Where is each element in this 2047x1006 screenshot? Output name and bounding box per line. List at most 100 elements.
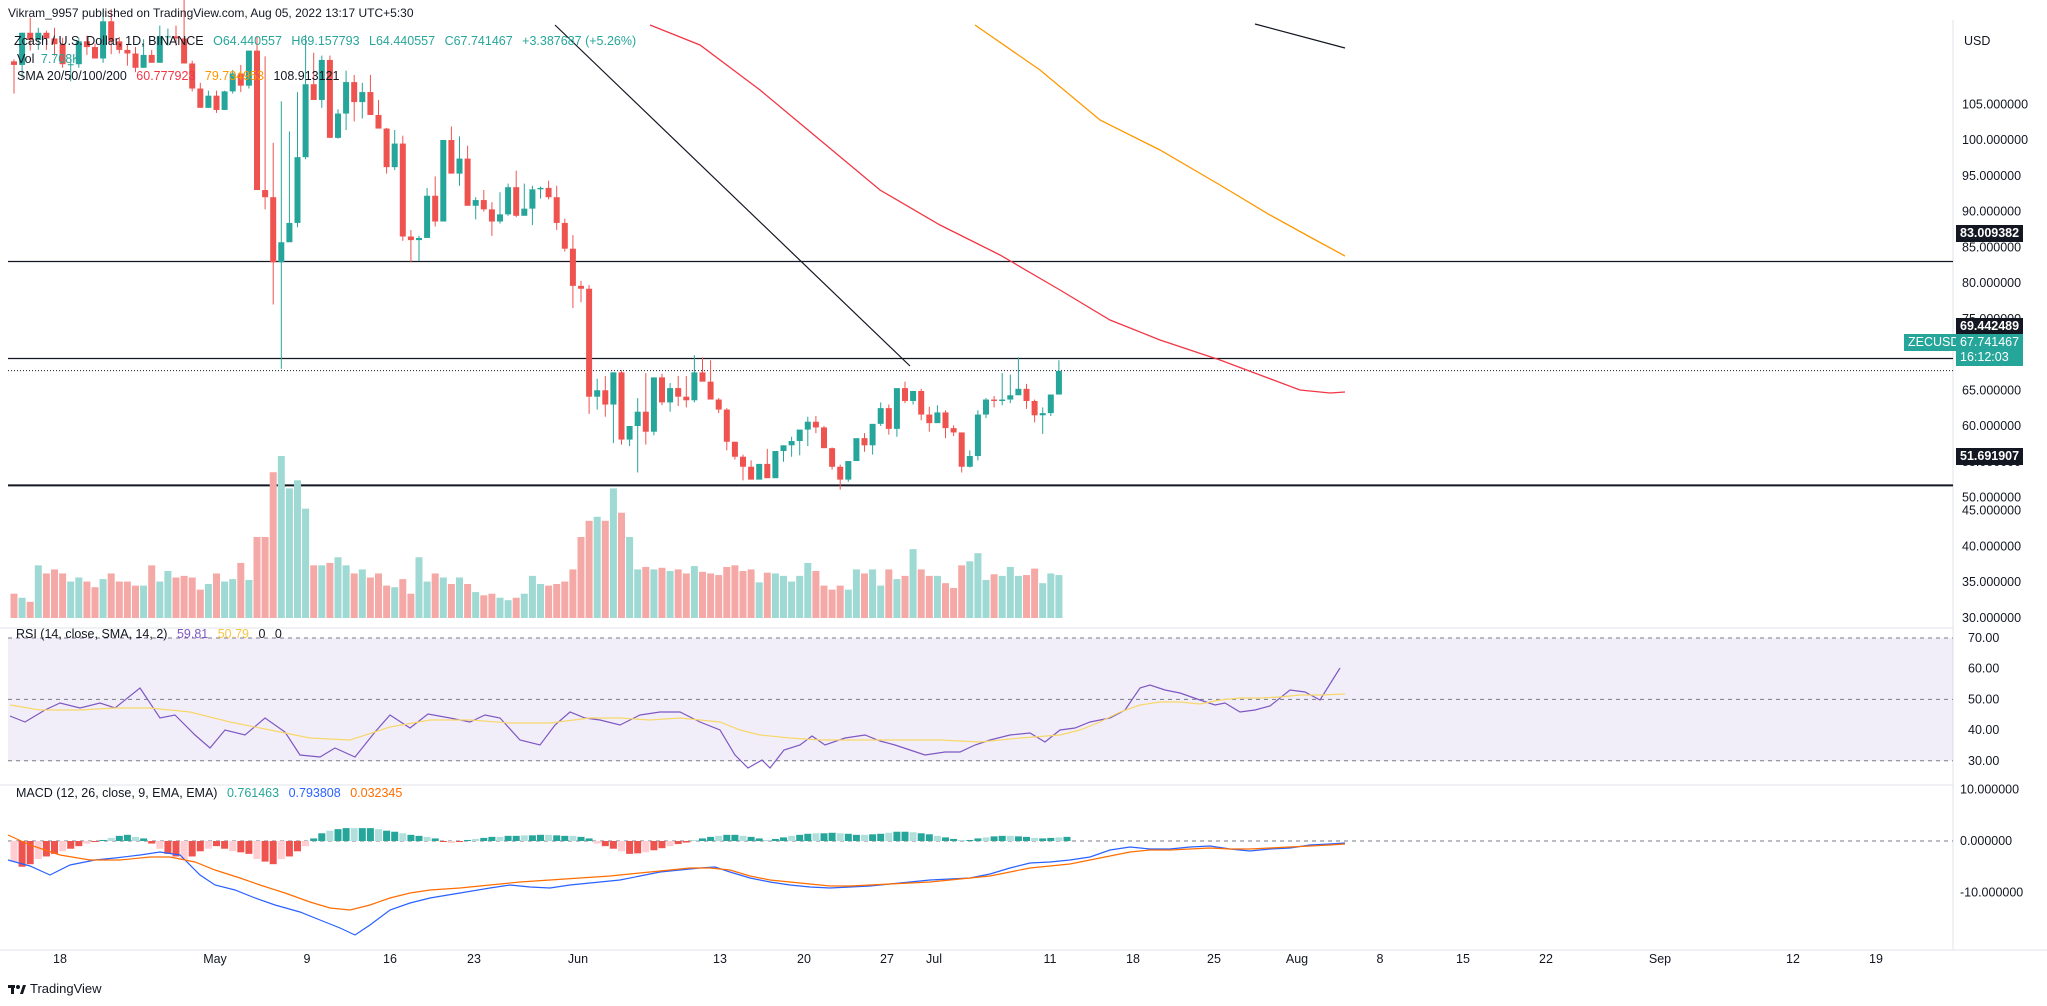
volume-bar [585,520,593,618]
macd-histogram-bar [982,837,990,841]
volume-bar [399,579,407,618]
macd-histogram-bar [350,828,358,841]
macd-histogram-bar [1047,837,1055,841]
macd-histogram-bar [958,839,966,841]
volume-bar [269,472,277,618]
candle-body [521,208,528,216]
volume-bar [415,557,423,618]
last-price-pill[interactable]: 67.741467 16:12:03 [1956,334,2024,366]
trend-line-top [1254,23,1346,49]
candle-body [788,441,795,446]
macd-histogram-bar [75,841,83,847]
price-tick-label: 90.000000 [1962,205,2021,219]
sma-legend[interactable]: SMA 20/50/100/200 60.777923 79.734953 10… [17,69,346,83]
rsi-label: RSI (14, close, SMA, 14, 2) [16,627,168,641]
candle-body [974,414,981,457]
volume-bar [383,585,391,618]
macd-histogram-bar [99,839,107,841]
macd-histogram-bar [812,833,820,841]
rsi-tick-label: 30.00 [1968,754,1999,768]
candle-body [286,222,293,243]
volume-bar [423,581,431,618]
candle-body [83,41,90,48]
date-tick-label: 19 [1869,952,1883,966]
candle-body [861,438,868,446]
volume-legend[interactable]: Vol 7.708K [17,52,87,66]
volume-bar [569,569,577,618]
bar-countdown: 16:12:03 [1960,350,2009,364]
tradingview-logo-icon [8,984,26,994]
price-tick-label: 85.000000 [1962,240,2021,254]
candle-body [1007,395,1014,400]
symbol-legend[interactable]: Zcash / U.S. Dollar, 1D, BINANCE O64.440… [14,34,642,48]
macd-histogram-bar [488,836,496,841]
date-tick-label: Jul [926,952,942,966]
date-tick-label: 9 [304,952,311,966]
macd-histogram-bar [577,836,585,841]
macd-histogram-bar [909,832,917,841]
candle-body [885,408,892,429]
candle-body [262,190,269,198]
volume-bar [933,575,941,618]
macd-histogram-bar [796,834,804,841]
macd-histogram-bar [123,834,131,841]
volume-bar [844,589,852,618]
macd-histogram-bar [609,841,617,849]
candle-body [1055,370,1062,395]
sma50-value: 79.734953 [204,69,264,83]
candle-body [278,242,285,263]
pill-51[interactable]: 51.691907 [1956,448,2024,465]
volume-bar [771,573,779,618]
candle-body [456,158,463,174]
macd-histogram-bar [318,833,326,841]
macd-histogram-bar [804,833,812,841]
candle-body [740,456,746,467]
candle-body [270,197,277,263]
date-tick-label: Sep [1649,952,1671,966]
candle-body [416,237,422,241]
rsi-legend[interactable]: RSI (14, close, SMA, 14, 2) 59.81 50.79 … [16,627,288,641]
candle-body [19,32,26,65]
volume-bar [91,587,99,618]
volume-bar [107,573,115,618]
volume-bar [577,537,585,618]
macd-histogram-bar [917,833,925,841]
macd-tick-label: -10.000000 [1960,886,2023,900]
volume-bar [626,537,634,618]
volume-bar [342,565,350,618]
macd-histogram-bar [528,835,536,841]
macd-histogram-bar [925,834,933,841]
candle-body [1047,394,1054,414]
macd-histogram-bar [310,838,318,841]
volume-bar [229,579,237,618]
macd-histogram-bar [51,841,58,854]
candle-body [586,288,593,397]
candle-body [756,463,763,480]
macd-histogram-bar [561,835,569,841]
macd-histogram-bar [375,829,382,841]
macd-histogram-bar [901,831,909,841]
date-tick-label: Aug [1286,952,1308,966]
macd-histogram-bar [682,841,690,843]
pill-69[interactable]: 69.442489 [1956,318,2024,335]
macd-histogram-bar [520,835,528,841]
date-tick-label: 18 [1126,952,1140,966]
macd-histogram-bar [731,834,739,841]
macd-histogram-bar [34,841,42,860]
price-tick-label: 40.000000 [1962,539,2021,553]
pill-83[interactable]: 83.009382 [1956,225,2024,242]
footer-brand[interactable]: TradingView [8,981,102,996]
volume-bar [407,593,415,618]
macd-histogram-bar [553,835,561,841]
macd-histogram-bar [196,841,204,852]
candle-body [950,428,957,433]
candle-body [545,187,552,198]
candle-body [59,44,66,65]
candle-body [254,50,260,191]
macd-legend[interactable]: MACD (12, 26, close, 9, EMA, EMA) 0.7614… [16,786,408,800]
candle-body [918,390,925,415]
symbol-pill[interactable]: ZECUSD [1904,334,1964,351]
candle-body [197,88,204,108]
candle-body [116,41,123,50]
